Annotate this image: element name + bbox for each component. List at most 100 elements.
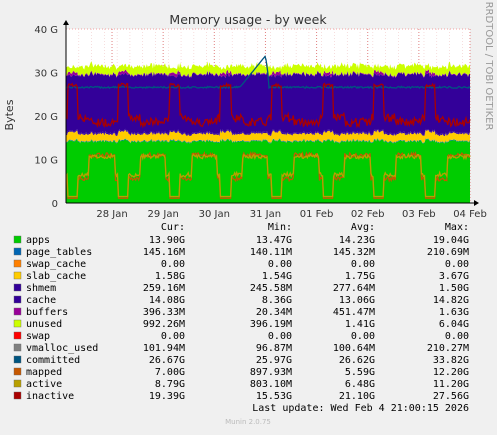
legend-avg-cache: 13.06G <box>339 295 375 306</box>
legend-swatch-mapped <box>13 367 22 376</box>
legend-label-committed: committed <box>26 355 80 366</box>
legend-cur-unused: 992.26M <box>143 319 185 330</box>
legend-label-swap_cache: swap_cache <box>26 259 86 270</box>
legend-label-page_tables: page_tables <box>26 247 92 258</box>
legend-swatch-inactive <box>13 391 22 400</box>
line-committed <box>65 55 471 90</box>
legend-min-mapped: 897.93M <box>250 367 292 378</box>
legend-cur-shmem: 259.16M <box>143 283 185 294</box>
legend-swatch-swap <box>13 331 22 340</box>
legend-cur-buffers: 396.33M <box>143 307 185 318</box>
legend-max-buffers: 1.63G <box>439 307 469 318</box>
legend-min-unused: 396.19M <box>250 319 292 330</box>
legend-max-apps: 19.04G <box>433 235 469 246</box>
area-buffers <box>66 68 470 78</box>
legend-cur-committed: 26.67G <box>149 355 185 366</box>
legend-label-vmalloc_used: vmalloc_used <box>26 343 98 354</box>
area-unused <box>66 61 470 77</box>
y-tick-label: 30 G <box>34 69 58 80</box>
legend-avg-swap: 0.00 <box>351 331 375 342</box>
legend-swatch-active <box>13 379 22 388</box>
area-slab_cache <box>66 130 470 143</box>
legend-avg-active: 6.48G <box>345 379 375 390</box>
legend-max-shmem: 1.50G <box>439 283 469 294</box>
legend-max-mapped: 12.20G <box>433 367 469 378</box>
legend-swatch-committed <box>13 355 22 364</box>
legend-cur-active: 8.79G <box>155 379 185 390</box>
legend-swatch-vmalloc_used <box>13 343 22 352</box>
munin-footer: Munin 2.0.75 <box>225 418 271 426</box>
legend-swatch-slab_cache <box>13 271 22 280</box>
legend-label-unused: unused <box>26 319 62 330</box>
legend-cur-swap: 0.00 <box>161 331 185 342</box>
line-mapped <box>65 150 471 199</box>
legend-min-swap: 0.00 <box>268 331 292 342</box>
x-tick-label: 03 Feb <box>402 209 436 220</box>
legend-min-active: 803.10M <box>250 379 292 390</box>
chart-title: Memory usage - by week <box>169 12 327 27</box>
legend-cur-cache: 14.08G <box>149 295 185 306</box>
y-axis-arrow <box>63 20 69 25</box>
legend-avg-vmalloc_used: 100.64M <box>333 343 375 354</box>
legend-swatch-buffers <box>13 307 22 316</box>
legend-cur-vmalloc_used: 101.94M <box>143 343 185 354</box>
x-tick-label: 01 Feb <box>300 209 334 220</box>
legend-avg-committed: 26.62G <box>339 355 375 366</box>
legend-max-unused: 6.04G <box>439 319 469 330</box>
legend-avg-page_tables: 145.32M <box>333 247 375 258</box>
y-tick-label: 40 G <box>34 25 58 36</box>
legend-min-vmalloc_used: 96.87M <box>256 343 292 354</box>
legend-avg-shmem: 277.64M <box>333 283 375 294</box>
legend-max-inactive: 27.56G <box>433 391 469 402</box>
legend-label-slab_cache: slab_cache <box>26 271 86 282</box>
legend-avg-mapped: 5.59G <box>345 367 375 378</box>
x-tick-label: 31 Jan <box>250 209 281 220</box>
y-tick-label: 20 G <box>34 112 58 123</box>
legend-swatch-page_tables <box>13 247 22 256</box>
legend-header-cur: Cur: <box>161 222 185 233</box>
x-tick-label: 02 Feb <box>351 209 385 220</box>
legend-label-cache: cache <box>26 295 56 306</box>
legend-avg-swap_cache: 0.00 <box>351 259 375 270</box>
legend-min-buffers: 20.34M <box>256 307 292 318</box>
legend-label-active: active <box>26 379 62 390</box>
x-tick-label: 04 Feb <box>453 209 487 220</box>
legend-swatch-unused <box>13 319 22 328</box>
legend-cur-swap_cache: 0.00 <box>161 259 185 270</box>
legend-cur-apps: 13.90G <box>149 235 185 246</box>
legend-label-apps: apps <box>26 235 50 246</box>
axes: 0 10 G 20 G 30 G 40 G 28 Jan 29 Jan 30 Jan 31 Ja… <box>34 20 487 220</box>
legend-avg-unused: 1.41G <box>345 319 375 330</box>
legend-swatch-swap_cache <box>13 259 22 268</box>
y-tick-label: 0 <box>52 199 58 210</box>
legend-swatch-apps <box>13 235 22 244</box>
legend-max-swap: 0.00 <box>445 331 469 342</box>
legend-max-page_tables: 210.69M <box>427 247 469 258</box>
legend-avg-slab_cache: 1.75G <box>345 271 375 282</box>
area-page_tables <box>66 138 470 144</box>
legend-header-max: Max: <box>445 222 469 233</box>
legend-max-cache: 14.82G <box>433 295 469 306</box>
legend-max-swap_cache: 0.00 <box>445 259 469 270</box>
legend-max-active: 11.20G <box>433 379 469 390</box>
legend-min-apps: 13.47G <box>256 235 292 246</box>
legend-max-slab_cache: 3.67G <box>439 271 469 282</box>
legend-cur-inactive: 19.39G <box>149 391 185 402</box>
legend-avg-buffers: 451.47M <box>333 307 375 318</box>
x-tick-label: 30 Jan <box>199 209 230 220</box>
legend-header-avg: Avg: <box>351 222 375 233</box>
legend-swatch-shmem <box>13 283 22 292</box>
line-active <box>65 152 471 198</box>
y-tick-label: 10 G <box>34 156 58 167</box>
legend-avg-apps: 14.23G <box>339 235 375 246</box>
legend-min-cache: 8.36G <box>262 295 292 306</box>
legend-avg-inactive: 21.10G <box>339 391 375 402</box>
legend-min-inactive: 15.53G <box>256 391 292 402</box>
legend: Cur: Min: Avg: Max: apps 13.90G 13.47G 14.23G 19… <box>13 222 469 402</box>
legend-header-min: Min: <box>268 222 292 233</box>
x-tick-label: 29 Jan <box>148 209 179 220</box>
y-axis-label: Bytes <box>3 99 16 130</box>
x-axis-arrow <box>474 200 479 206</box>
legend-min-shmem: 245.58M <box>250 283 292 294</box>
